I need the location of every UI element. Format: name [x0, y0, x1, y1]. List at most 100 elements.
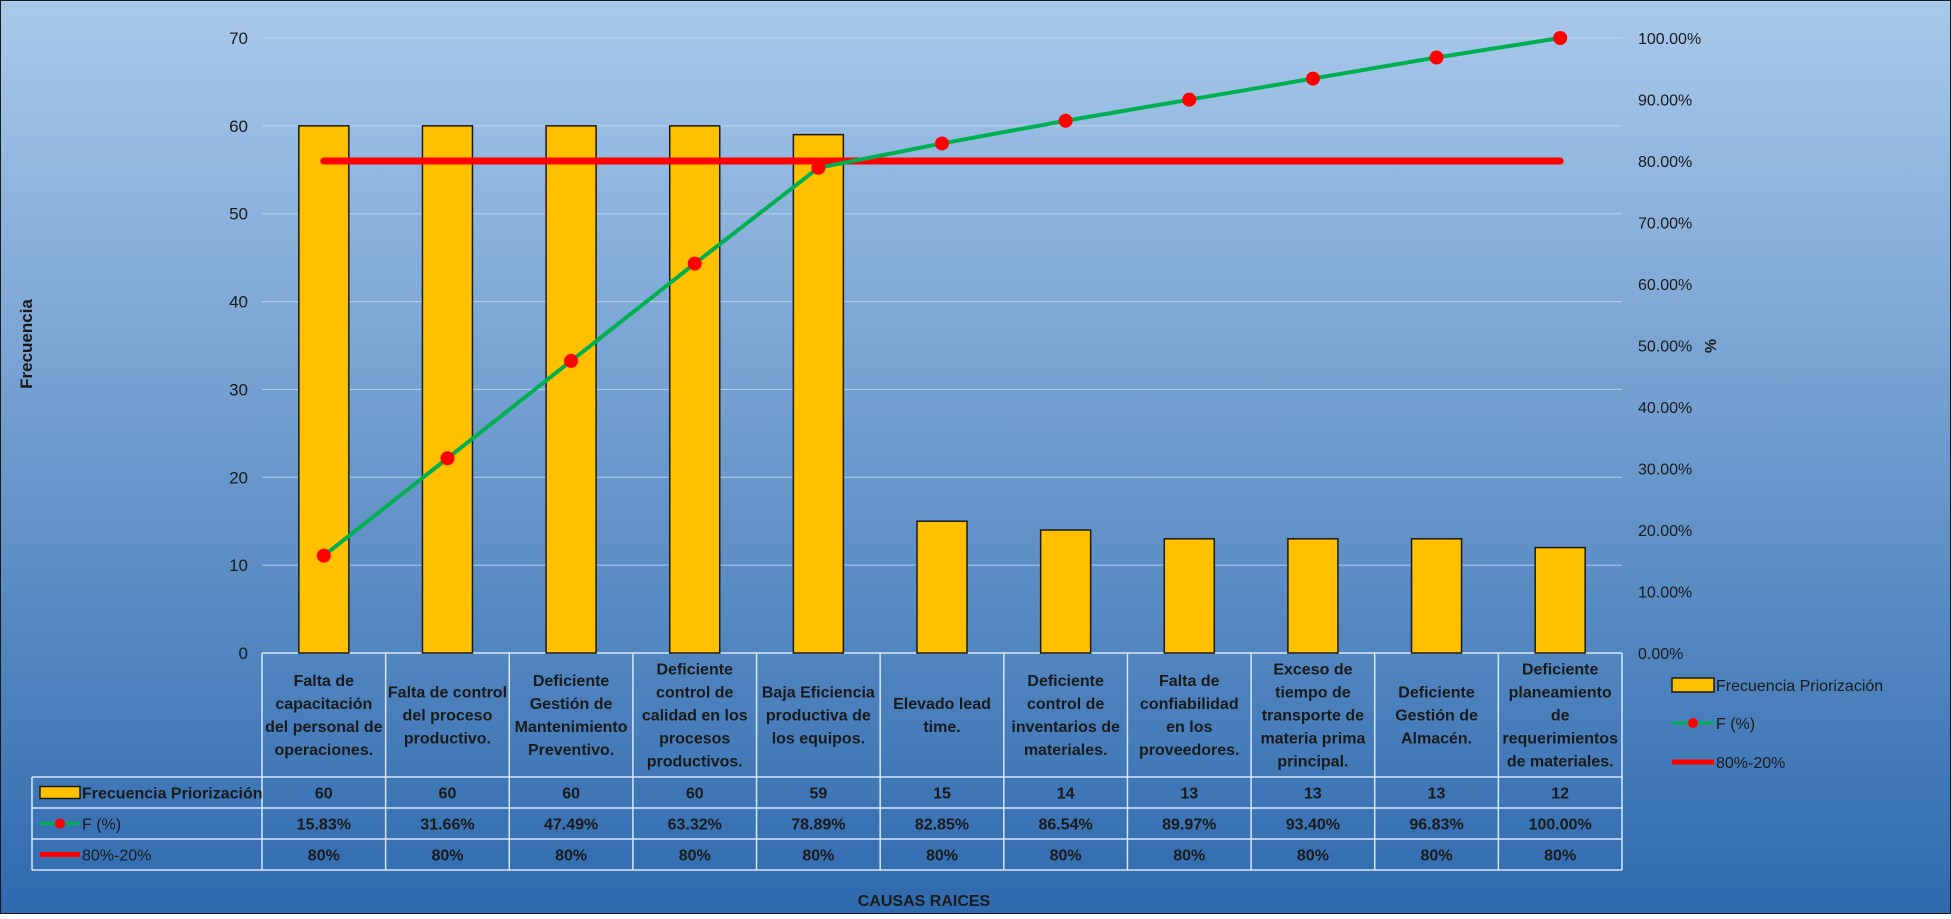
y2-tick-label: 70.00%: [1638, 216, 1692, 233]
bar-series: [298, 125, 1586, 654]
table-value: 13: [1180, 786, 1198, 803]
category-label-line: Preventivo.: [528, 742, 614, 759]
category-label: Deficiente Gestión de Almacén.: [1395, 685, 1478, 748]
category-label-line: control de: [656, 685, 733, 702]
cumulative-marker: [1058, 113, 1073, 128]
y2-tick-label: 80.00%: [1638, 154, 1692, 171]
category-label-line: productivo.: [404, 731, 491, 748]
category-label-line: time.: [923, 719, 960, 736]
category-label-line: Gestión de: [1395, 708, 1478, 725]
y-tick-label: 40: [229, 293, 248, 312]
table-key-bar: [39, 785, 81, 800]
axes: 0 10 20 30 40 50 60 70 0.00% 10.00% 20.00% 30.00% 40…: [229, 29, 1701, 663]
category-label-line: Deficiente: [656, 662, 733, 679]
y2-tick-label: 40.00%: [1638, 400, 1692, 417]
category-label-line: materia prima: [1260, 731, 1365, 748]
category-label-line: productivos.: [647, 754, 743, 771]
category-label-line: de materiales.: [1507, 754, 1614, 771]
table-value: 100.00%: [1529, 817, 1592, 834]
category-label-line: planeamiento: [1509, 685, 1612, 702]
y-axis-title: Frecuencia: [17, 299, 36, 389]
cumulative-marker: [935, 136, 949, 151]
table-value: 15: [933, 786, 951, 803]
table-value: 78.89%: [791, 817, 845, 834]
table-series-name: F (%): [82, 817, 121, 834]
table-value: 80%: [431, 848, 463, 865]
category-label-line: Deficiente: [533, 673, 610, 690]
bar: [1163, 538, 1216, 654]
cumulative-marker: [1553, 31, 1568, 45]
y2-tick-label: 20.00%: [1638, 523, 1692, 540]
category-label-line: en los: [1166, 719, 1212, 736]
cumulative-marker: [1429, 50, 1444, 65]
table-series-name: Frecuencia Priorización: [82, 786, 263, 803]
y2-tick-label: 90.00%: [1638, 93, 1692, 110]
y-tick-label: 50: [229, 205, 248, 224]
bar: [1039, 529, 1092, 654]
gridlines: [262, 37, 1622, 566]
cumulative-marker: [1182, 92, 1197, 107]
category-label-line: del proceso: [403, 708, 493, 725]
category-label-line: tiempo de: [1275, 685, 1351, 702]
y-tick-label: 10: [229, 556, 248, 575]
table-value: 12: [1551, 786, 1569, 803]
legend-label: Frecuencia Priorización: [1716, 678, 1883, 695]
table-value: 86.54%: [1039, 817, 1093, 834]
category-label-line: Falta de control: [388, 685, 507, 702]
line-series: [316, 31, 1568, 563]
category-label-line: Almacén.: [1401, 731, 1472, 748]
y2-tick-label: 50.00%: [1638, 339, 1692, 356]
table-value: 63.32%: [668, 817, 722, 834]
table-value: 80%: [555, 848, 587, 865]
category-label-line: calidad en los: [642, 708, 748, 725]
table-key-marker: [55, 818, 65, 829]
legend-label: 80%-20%: [1716, 755, 1785, 772]
cumulative-marker: [316, 548, 331, 563]
table-value: 47.49%: [544, 817, 598, 834]
table-value: 60: [315, 786, 333, 803]
category-label-line: principal.: [1277, 754, 1348, 771]
table-value: 59: [809, 786, 827, 803]
y-tick-label: 30: [229, 380, 248, 399]
bar: [298, 125, 350, 654]
table-value: 60: [562, 786, 580, 803]
category-label-line: los equipos.: [772, 731, 865, 748]
x-axis-title: CAUSAS RAICES: [858, 893, 991, 910]
table-value: 80%: [1421, 848, 1453, 865]
y-tick-label: 20: [229, 468, 248, 487]
table-value: 80%: [308, 848, 340, 865]
category-label-line: requerimientos: [1502, 731, 1618, 748]
y-tick-label: 0: [239, 644, 248, 663]
category-label-line: Elevado lead: [893, 696, 991, 713]
category-label: Deficiente control de inventarios de materi…: [1011, 673, 1120, 759]
table-value: 80%: [802, 848, 834, 865]
y-tick-label: 60: [229, 117, 248, 136]
table-value: 80%: [1173, 848, 1205, 865]
y2-tick-label: 10.00%: [1638, 585, 1692, 602]
table-value: 96.83%: [1409, 817, 1463, 834]
category-label-line: productiva de: [766, 708, 871, 725]
category-label: Falta de control del proceso productivo.: [388, 685, 507, 748]
category-label: Falta de confiabilidad en los proveedores.: [1139, 673, 1239, 759]
table-value: 80%: [679, 848, 711, 865]
category-label-line: control de: [1027, 696, 1104, 713]
y2-axis-title: %: [1703, 339, 1720, 353]
bar: [421, 125, 474, 654]
legend: Frecuencia Priorización F (%) 80%-20%: [1671, 677, 1883, 772]
category-label-line: Deficiente: [1027, 673, 1104, 690]
table-value: 89.97%: [1162, 817, 1216, 834]
category-label-line: proveedores.: [1139, 742, 1239, 759]
legend-key-marker: [1688, 718, 1698, 728]
bar: [1534, 546, 1586, 654]
legend-key-bar: [1671, 677, 1715, 693]
table-value: 60: [686, 786, 704, 803]
category-label-line: de: [1551, 708, 1570, 725]
category-label-line: Baja Eficiencia: [762, 685, 875, 702]
cumulative-marker: [687, 256, 702, 271]
category-label-line: transporte de: [1262, 708, 1364, 725]
y2-tick-label: 60.00%: [1638, 277, 1692, 294]
category-label-line: Falta de: [294, 673, 355, 690]
category-label-line: Mantenimiento: [515, 719, 628, 736]
